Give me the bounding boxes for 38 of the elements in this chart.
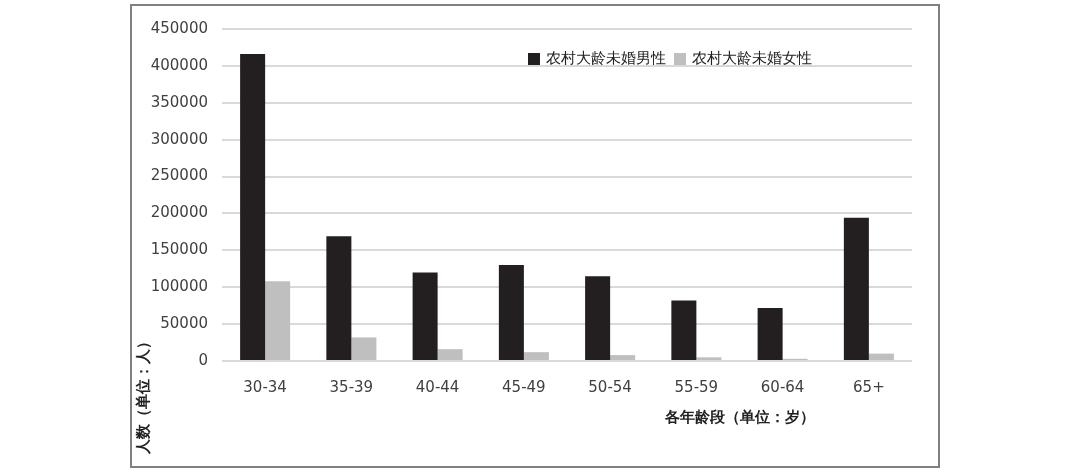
bar	[585, 276, 611, 360]
bar	[437, 349, 463, 360]
bar	[523, 352, 549, 360]
x-tick-label: 60-64	[760, 377, 805, 396]
x-tick-label: 55-59	[674, 377, 719, 396]
x-tick-label: 30-34	[243, 377, 287, 396]
x-tick-label: 35-39	[329, 377, 374, 396]
y-axis-title: 人数（单位：人）	[133, 334, 152, 455]
bar	[696, 357, 722, 360]
y-tick-label: 300000	[150, 129, 208, 148]
bar	[610, 355, 636, 360]
y-tick-label: 150000	[150, 240, 208, 259]
legend-label: 农村大龄未婚男性	[546, 48, 666, 67]
y-tick-label: 400000	[150, 55, 208, 74]
legend-label: 农村大龄未婚女性	[692, 48, 812, 67]
x-axis-title: 各年龄段（单位：岁）	[663, 407, 815, 426]
y-tick-label: 250000	[150, 166, 208, 185]
y-tick-label: 350000	[150, 92, 208, 111]
x-tick-label: 40-44	[415, 377, 460, 396]
x-tick-label: 50-54	[588, 377, 632, 396]
x-tick-label: 65+	[853, 377, 885, 396]
y-tick-label: 100000	[150, 277, 208, 296]
bar	[351, 337, 377, 360]
bar	[868, 353, 894, 360]
x-tick-label: 45-49	[502, 377, 546, 396]
y-tick-label: 0	[198, 350, 208, 369]
bar	[265, 281, 291, 360]
bar	[843, 217, 869, 360]
bar	[757, 307, 783, 360]
y-tick-label: 200000	[150, 203, 208, 222]
y-tick-label: 50000	[160, 314, 208, 332]
bar	[326, 236, 352, 360]
chart-frame: 30-34 35-39 40-44 45-49 50-54 55-59 60-64 65+ 0 50000 100000 150000 200000 250000 300000 350000 400000 450000 农村大龄未婚男性 农村大龄未婚女性 各年龄段（单位：岁） 人数（单位：人）	[130, 4, 940, 468]
bar	[240, 54, 266, 360]
y-tick-label: 450000	[150, 18, 208, 37]
bar	[671, 300, 697, 360]
bar	[498, 265, 524, 360]
bar	[412, 272, 438, 360]
